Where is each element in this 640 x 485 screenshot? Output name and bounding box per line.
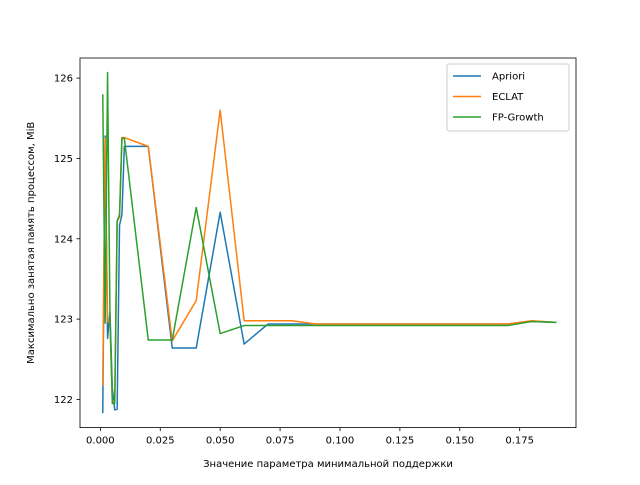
legend: Apriori ECLAT FP-Growth xyxy=(446,63,570,132)
x-tick-label: 0.175 xyxy=(505,436,534,447)
y-tick-label: 122 xyxy=(54,395,73,406)
legend-entry-label: ECLAT xyxy=(492,92,524,103)
y-tick-label: 123 xyxy=(54,315,73,326)
x-axis-ticks: 0.000 0.025 0.050 0.075 0.100 0.125 0.150 0.175 xyxy=(86,427,534,447)
y-tick-label: 126 xyxy=(54,74,73,85)
x-tick-label: 0.050 xyxy=(206,436,235,447)
x-tick-label: 0.150 xyxy=(445,436,474,447)
x-tick-label: 0.075 xyxy=(266,436,295,447)
y-axis-ticks: 122 123 124 125 126 xyxy=(54,74,80,406)
x-tick-label: 0.125 xyxy=(386,436,415,447)
legend-entry-label: FP-Growth xyxy=(492,113,544,124)
y-axis-label: Максимально занятая память процессом, Mi… xyxy=(26,122,37,364)
y-tick-label: 124 xyxy=(54,234,73,245)
series-layer xyxy=(102,71,557,414)
series-line-eclat xyxy=(102,109,557,402)
x-tick-label: 0.000 xyxy=(86,436,115,447)
legend-entry-label: Apriori xyxy=(492,72,525,83)
y-tick-label: 125 xyxy=(54,154,73,165)
legend-box xyxy=(446,63,570,132)
x-tick-label: 0.100 xyxy=(326,436,355,447)
plot-frame xyxy=(79,57,577,429)
x-tick-label: 0.025 xyxy=(146,436,175,447)
series-line-fp-growth xyxy=(102,71,557,405)
x-axis-label: Значение параметра минимальной поддержки xyxy=(203,459,453,470)
